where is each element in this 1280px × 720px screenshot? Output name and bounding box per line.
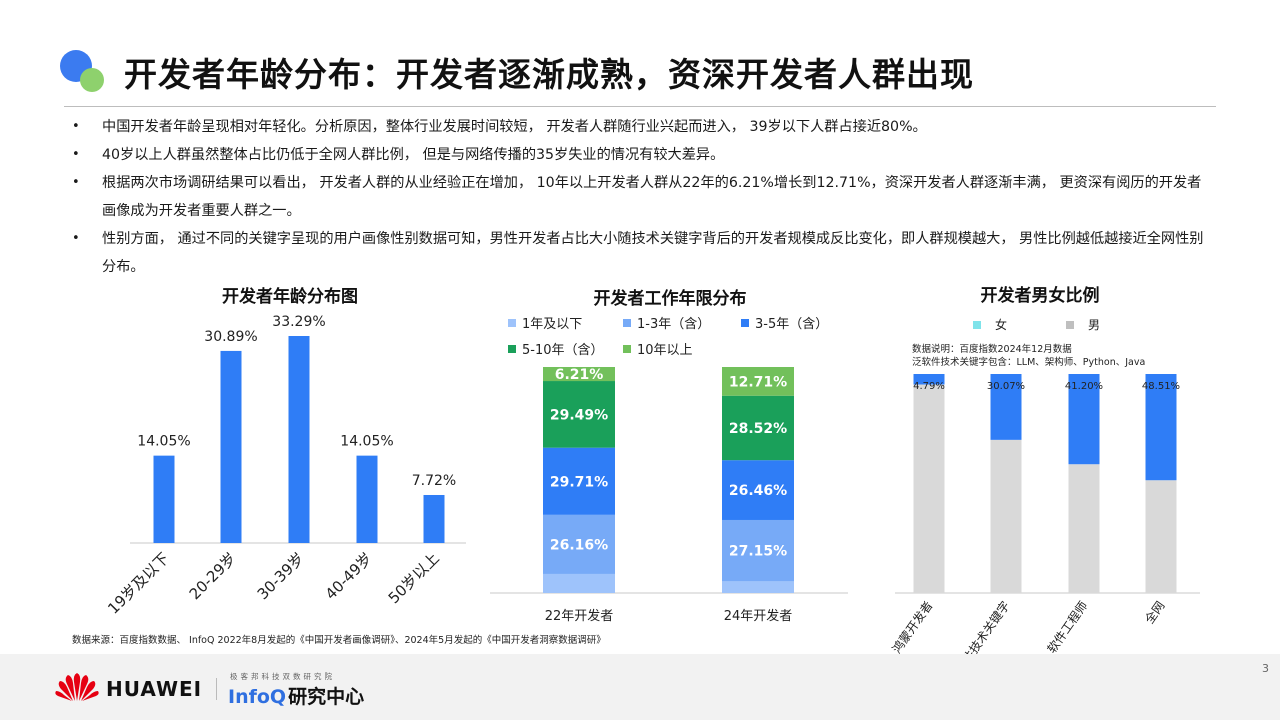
age-value-label: 30.89% [204, 329, 257, 345]
footer-bar [0, 654, 1280, 720]
tenure-legend-item: 1年及以下 [508, 313, 582, 332]
infoq-name: InfoQ [228, 686, 287, 708]
gender-bar-female [1145, 374, 1177, 481]
legend-label: 10年以上 [637, 343, 693, 358]
legend-swatch [508, 344, 516, 353]
infoq-tagline: 极客邦科技双数研究院 [230, 672, 335, 681]
gender-legend-item: 女 [973, 316, 1007, 333]
gender-category-label: 全网 [1141, 598, 1167, 626]
legend-label: 3-5年（含） [755, 317, 829, 332]
gender-value-label: 41.20% [1065, 381, 1103, 392]
tenure-bar-segment [722, 395, 794, 461]
gender-value-label: 30.07% [987, 381, 1025, 392]
legend-label: 1-3年（含） [637, 317, 711, 332]
tenure-segment-label: 6.21% [555, 367, 604, 383]
age-bar [356, 455, 378, 543]
bullet-item: 根据两次市场调研结果可以看出， 开发者人群的从业经验正在增加， 10年以上开发者… [72, 169, 1212, 225]
title-logo-dots [60, 50, 110, 94]
tenure-bar-segment [722, 460, 794, 520]
tenure-bar-segment [543, 381, 615, 448]
tenure-category-label: 22年开发者 [545, 608, 614, 624]
gender-bar-female [913, 374, 945, 385]
gender-chart-note: 泛软件技术关键字包含：LLM、架构师、Python、Java [912, 357, 1146, 368]
page-number: 3 [1262, 662, 1269, 675]
legend-swatch [973, 320, 981, 329]
green-dot-icon [80, 68, 104, 92]
legend-swatch [623, 344, 631, 353]
tenure-bar-segment [543, 367, 615, 382]
bullet-list: 中国开发者年龄呈现相对年轻化。分析原因，整体行业发展时间较短， 开发者人群随行业… [72, 113, 1212, 281]
legend-swatch [741, 318, 749, 327]
tenure-bar-segment [543, 447, 615, 515]
gender-category-label: 鸿蒙开发者 [889, 598, 936, 656]
tenure-legend-item: 10年以上 [623, 339, 693, 358]
legend-label: 1年及以下 [522, 317, 583, 332]
tenure-segment-label: 12.71% [729, 374, 787, 390]
gender-bar-female [990, 374, 1022, 440]
age-chart-title: 开发者年龄分布图 [222, 287, 358, 307]
age-value-label: 7.72% [412, 473, 456, 489]
legend-swatch [1066, 320, 1074, 329]
age-bar [423, 494, 445, 543]
age-value-label: 14.05% [340, 434, 393, 450]
tenure-segment-label: 26.16% [550, 537, 608, 553]
tenure-bar-segment [722, 581, 794, 593]
gender-chart-note: 数据说明：百度指数2024年12月数据 [912, 344, 1072, 355]
data-source-note: 数据来源：百度指数数据、 InfoQ 2022年8月发起的《中国开发者画像调研》… [72, 635, 606, 646]
legend-label: 5-10年（含） [522, 343, 604, 358]
gender-category-label: 软件工程师 [1044, 598, 1091, 656]
tenure-segment-label: 29.49% [550, 407, 608, 423]
age-value-label: 33.29% [272, 314, 325, 330]
infoq-logo: InfoQ 研究中心 [228, 682, 364, 709]
age-bar [288, 336, 310, 543]
tenure-legend-item: 3-5年（含） [741, 313, 828, 332]
tenure-segment-label: 26.46% [729, 483, 787, 499]
age-value-label: 14.05% [137, 434, 190, 450]
page-title: 开发者年龄分布：开发者逐渐成熟，资深开发者人群出现 [124, 55, 974, 94]
gender-bar-male [1145, 480, 1177, 593]
tenure-bar-segment [543, 573, 615, 593]
gender-legend-item: 男 [1066, 316, 1100, 333]
tenure-legend-item: 1-3年（含） [623, 313, 710, 332]
age-bar [220, 350, 242, 543]
footer-divider [216, 678, 217, 700]
gender-value-label: 48.51% [1142, 381, 1180, 392]
gender-value-label: 4.79% [913, 381, 945, 392]
gender-bar-male [913, 384, 945, 593]
bullet-item: 中国开发者年龄呈现相对年轻化。分析原因，整体行业发展时间较短， 开发者人群随行业… [72, 113, 1212, 141]
bullet-item: 性别方面， 通过不同的关键字呈现的用户画像性别数据可知，男性开发者占比大小随技术… [72, 225, 1212, 281]
gender-bar-male [990, 439, 1022, 593]
legend-label: 女 [995, 318, 1008, 332]
tenure-chart-title: 开发者工作年限分布 [593, 289, 747, 309]
tenure-segment-label: 28.52% [729, 421, 787, 437]
legend-swatch [623, 318, 631, 327]
tenure-bar-segment [722, 367, 794, 396]
huawei-logo-icon [55, 673, 99, 701]
huawei-brand-text: HUAWEI [106, 677, 203, 701]
tenure-segment-label: 27.15% [729, 544, 787, 560]
tenure-legend-item: 5-10年（含） [508, 339, 604, 358]
legend-swatch [508, 318, 516, 327]
legend-label: 男 [1088, 318, 1101, 332]
gender-bar-female [1068, 374, 1100, 465]
bullet-item: 40岁以上人群虽然整体占比仍低于全网人群比例， 但是与网络传播的35岁失业的情况… [72, 141, 1212, 169]
age-bar [153, 455, 175, 543]
title-divider [64, 106, 1216, 107]
tenure-segment-label: 29.71% [550, 474, 608, 490]
gender-bar-male [1068, 464, 1100, 593]
tenure-category-label: 24年开发者 [724, 608, 793, 624]
tenure-bar-segment [543, 514, 615, 574]
tenure-bar-segment [722, 519, 794, 582]
gender-chart-title: 开发者男女比例 [980, 286, 1100, 306]
infoq-sub: 研究中心 [288, 686, 365, 708]
